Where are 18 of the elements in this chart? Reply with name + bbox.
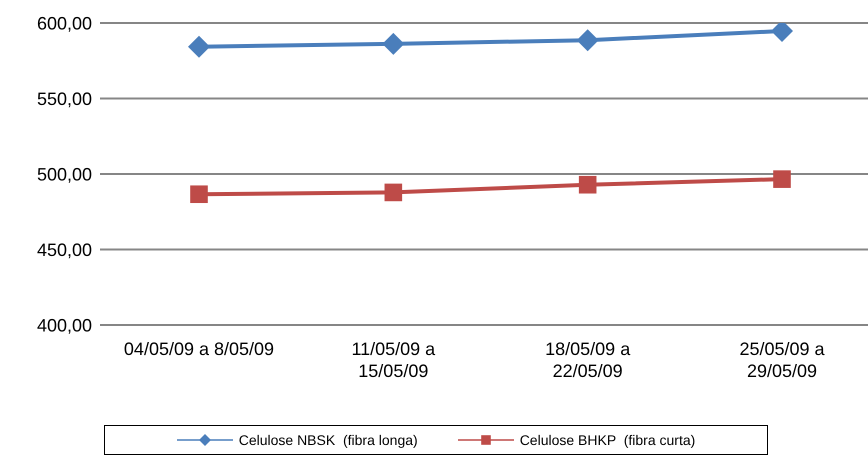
x-tick-label: 11/05/09 a 15/05/09 <box>351 339 436 381</box>
y-tick-label: 450,00 <box>36 240 92 260</box>
point <box>578 176 596 194</box>
y-tick-label: 550,00 <box>36 88 92 109</box>
point <box>773 170 791 188</box>
point <box>382 32 404 55</box>
x-tick-label: 25/05/09 a 29/05/09 <box>739 339 826 381</box>
point <box>576 29 599 52</box>
y-tick-label: 600,00 <box>36 13 92 34</box>
point <box>384 184 402 202</box>
x-tick-label: 18/05/09 a 22/05/09 <box>545 339 632 381</box>
legend-label: Celulose NBSK (fibra longa) <box>238 432 418 448</box>
legend-label: Celulose BHKP (fibra curta) <box>520 432 696 448</box>
y-tick-label: 500,00 <box>36 164 92 184</box>
point <box>188 36 210 58</box>
point <box>190 185 208 204</box>
x-tick-label: 04/05/09 a 8/05/09 <box>124 339 274 359</box>
y-tick-label: 400,00 <box>36 315 92 336</box>
